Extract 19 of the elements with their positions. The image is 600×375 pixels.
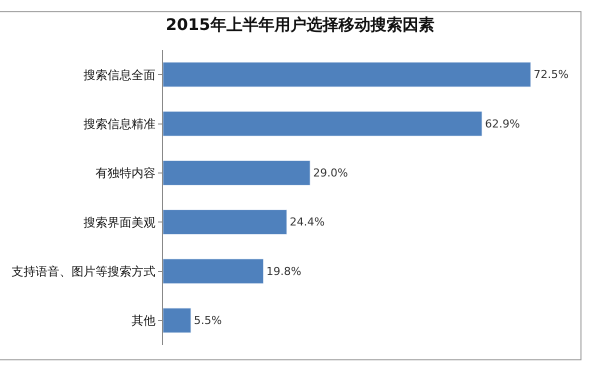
data-label: 5.5%	[194, 314, 222, 327]
data-label: 24.4%	[290, 216, 325, 229]
data-label: 29.0%	[313, 166, 348, 180]
y-tick-label: 搜索界面美观	[84, 215, 156, 230]
data-label: 72.5%	[534, 68, 569, 82]
bar	[163, 62, 531, 88]
y-tick-label: 其他	[132, 314, 156, 328]
bar	[163, 160, 310, 186]
bar	[163, 308, 192, 333]
y-tick-label: 搜索信息全面	[84, 68, 156, 82]
y-tick-label: 有独特内容	[96, 166, 156, 180]
bar	[163, 210, 287, 235]
data-label: 19.8%	[266, 264, 302, 278]
chart-title: 2015年上半年用户选择移动搜索因素	[166, 14, 434, 34]
y-tick-label: 支持语音、图片等搜索方式	[12, 264, 156, 278]
bar	[163, 258, 264, 284]
data-label: 62.9%	[484, 117, 520, 130]
y-tick-label: 搜索信息精准	[84, 116, 156, 131]
bar	[163, 111, 482, 136]
